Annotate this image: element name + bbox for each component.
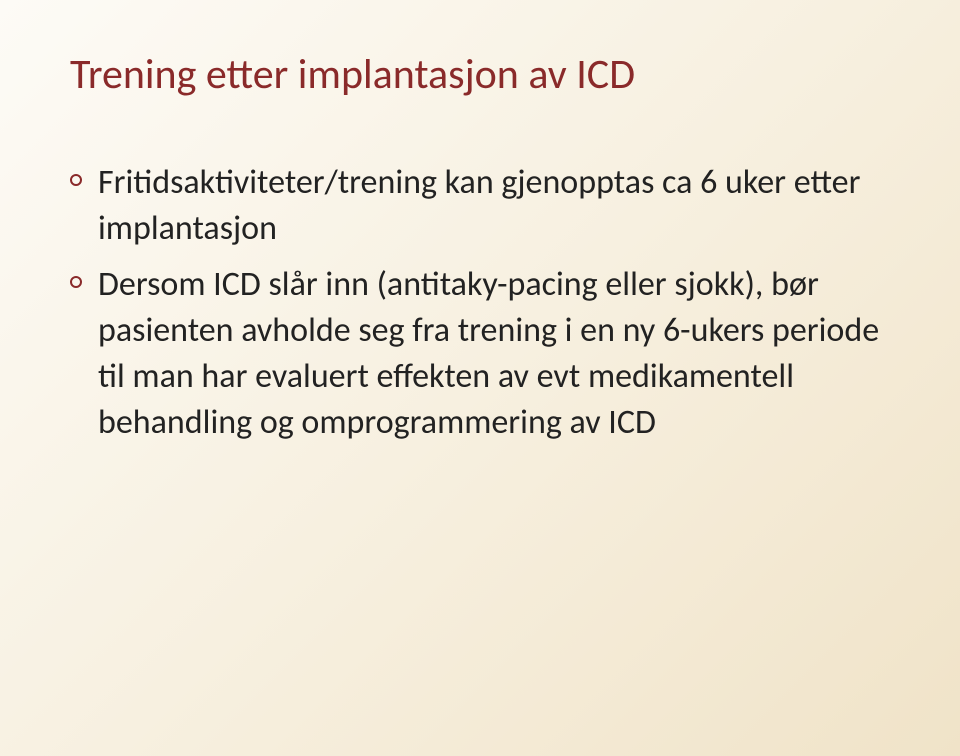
slide-title: Trening etter implantasjon av ICD (70, 50, 900, 100)
bullet-list: Fritidsaktiviteter/trening kan gjenoppta… (70, 160, 900, 445)
bullet-item: Fritidsaktiviteter/trening kan gjenoppta… (70, 160, 900, 252)
bullet-item: Dersom ICD slår inn (antitaky-pacing ell… (70, 262, 900, 446)
slide-container: Trening etter implantasjon av ICD Fritid… (0, 0, 960, 756)
